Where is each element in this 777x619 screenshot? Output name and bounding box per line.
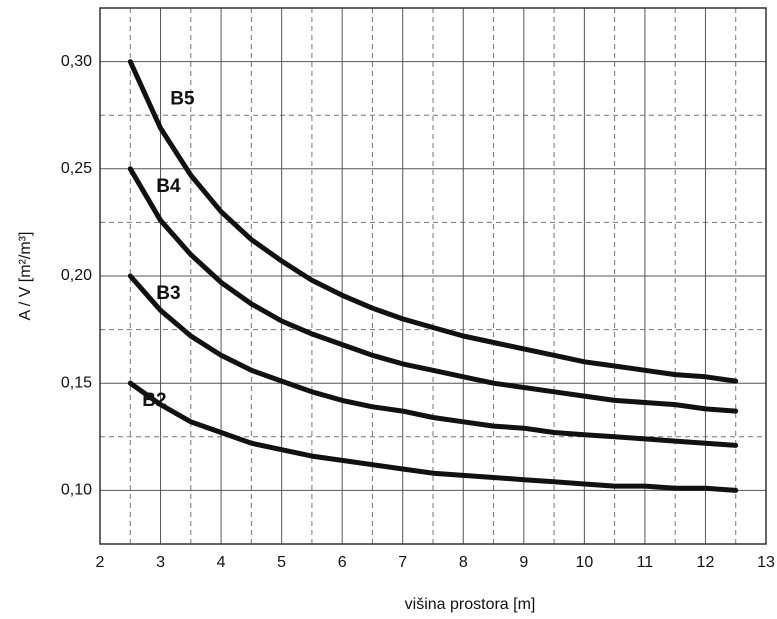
line-series xyxy=(127,166,739,414)
x-tick-label: 11 xyxy=(637,554,654,571)
y-tick-label: 0,10 xyxy=(61,482,92,499)
line-series xyxy=(127,380,739,493)
x-tick-label: 2 xyxy=(96,554,105,571)
plot-frame xyxy=(99,7,767,545)
series-label: B5 xyxy=(170,89,195,110)
x-tick-label: 5 xyxy=(277,554,286,571)
x-tick-label: 3 xyxy=(156,554,165,571)
x-tick-label: 10 xyxy=(575,554,593,571)
x-axis-label: višina prostora [m] xyxy=(405,596,536,613)
line-series xyxy=(127,59,739,384)
x-tick-label: 6 xyxy=(338,554,347,571)
series-label: B4 xyxy=(156,176,181,197)
y-tick-label: 0,30 xyxy=(61,53,92,70)
series-label: B3 xyxy=(156,283,180,304)
y-tick-label: 0,20 xyxy=(61,267,92,284)
x-tick-label: 7 xyxy=(398,554,407,571)
x-tick-label: 13 xyxy=(757,554,775,571)
series-label: B2 xyxy=(142,390,166,411)
line-series xyxy=(127,273,739,448)
x-tick-label: 4 xyxy=(217,554,226,571)
y-tick-label: 0,25 xyxy=(61,160,92,177)
x-tick-label: 12 xyxy=(697,554,715,571)
x-tick-label: 9 xyxy=(519,554,528,571)
x-tick-label: 8 xyxy=(459,554,468,571)
y-tick-label: 0,15 xyxy=(61,374,92,391)
y-axis-label: A / V [m²/m³] xyxy=(17,232,34,321)
